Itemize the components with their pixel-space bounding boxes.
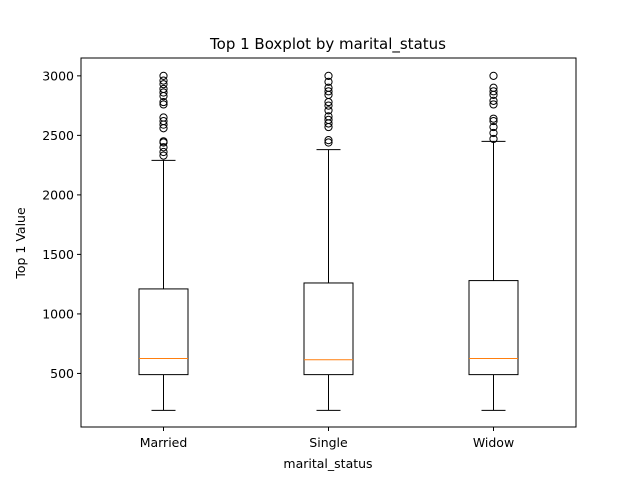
y-tick-label: 1500 [42,247,74,262]
y-axis-label: Top 1 Value [13,207,28,280]
box-iqr [138,288,189,376]
outlier-point [489,134,498,144]
outlier-point [159,76,168,85]
outlier-point [159,100,168,109]
outlier-point [489,116,498,126]
outlier-point [324,101,333,110]
outlier-point [324,83,333,92]
box-iqr [303,282,354,376]
outlier-point [324,115,333,124]
outlier-point [489,87,498,96]
outlier-point [324,138,333,147]
y-tick-label: 2500 [42,128,74,143]
outlier-point [489,122,498,132]
x-tick-label: Married [140,435,188,450]
outlier-point [489,71,498,80]
outlier-point [159,84,168,94]
box-iqr [468,280,519,376]
x-axis-label: marital_status [283,456,372,471]
outlier-point [159,147,168,157]
plot-area [138,71,519,411]
outlier-point [159,116,168,126]
box-group-widow [468,71,519,411]
x-tick-label: Widow [473,435,514,450]
outlier-point [324,136,333,145]
y-tick-label: 500 [50,366,74,381]
outlier-point [489,96,498,105]
outlier-point [159,113,168,122]
box-group-single [303,71,354,411]
outlier-point [489,100,498,109]
outlier-point [159,71,168,80]
outlier-point [324,77,333,86]
outlier-point [159,97,168,107]
outlier-point [159,143,168,152]
axes: 500 1000 1500 2000 2500 3000 Married Single Wido… [42,57,577,450]
outlier-point [159,88,168,97]
outlier-point [489,114,498,123]
outlier-point [324,112,333,121]
outlier-point [324,71,333,80]
x-tick-label: Single [309,435,348,450]
outlier-point [489,128,498,138]
outlier-point [489,83,498,92]
chart-title: Top 1 Boxplot by marital_status [209,35,446,54]
box-group-married [138,71,189,411]
y-tick-label: 2000 [42,187,74,202]
outlier-point [159,151,168,160]
outlier-point [324,87,333,96]
outlier-point [324,106,333,115]
outlier-point [159,80,168,89]
y-tick-label: 1000 [42,306,74,321]
outlier-point [159,137,168,146]
y-tick-label: 3000 [42,68,74,83]
